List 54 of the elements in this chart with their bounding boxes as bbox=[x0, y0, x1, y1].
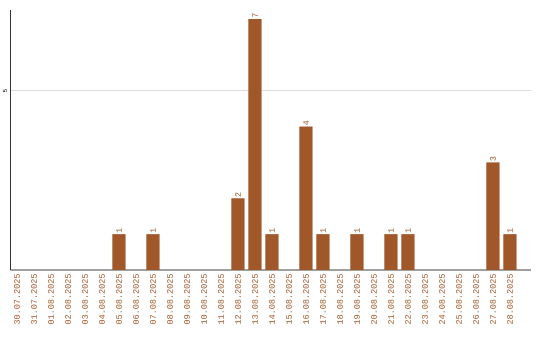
x-tick-label: 05.08.2025 bbox=[116, 274, 122, 324]
data-label: 7 bbox=[252, 13, 258, 18]
x-tick-label: 27.08.2025 bbox=[490, 274, 496, 324]
x-tick-label: 24.08.2025 bbox=[439, 274, 445, 324]
data-label: 1 bbox=[116, 228, 122, 232]
x-tick-label: 17.08.2025 bbox=[320, 274, 326, 324]
data-label: 1 bbox=[507, 228, 513, 232]
data-label: 1 bbox=[388, 228, 394, 232]
x-tick-label: 10.08.2025 bbox=[201, 274, 207, 324]
x-tick-label: 08.08.2025 bbox=[167, 274, 173, 324]
bar bbox=[146, 234, 160, 270]
bar bbox=[248, 18, 262, 270]
x-tick-label: 06.08.2025 bbox=[133, 274, 139, 324]
x-tick-label: 13.08.2025 bbox=[252, 274, 258, 324]
bar bbox=[486, 162, 500, 270]
x-tick-label: 03.08.2025 bbox=[82, 274, 88, 324]
x-tick-label: 11.08.2025 bbox=[218, 274, 224, 324]
x-tick-label: 28.08.2025 bbox=[507, 274, 513, 324]
bar bbox=[316, 234, 330, 270]
x-tick-label: 01.08.2025 bbox=[48, 274, 54, 324]
data-label: 2 bbox=[235, 192, 241, 196]
x-tick-label: 04.08.2025 bbox=[99, 274, 105, 324]
x-tick-label: 18.08.2025 bbox=[337, 274, 343, 324]
bar bbox=[299, 126, 313, 270]
bar bbox=[401, 234, 415, 270]
x-tick-label: 15.08.2025 bbox=[286, 274, 292, 324]
x-tick-label: 20.08.2025 bbox=[371, 274, 377, 324]
x-tick-label: 19.08.2025 bbox=[354, 274, 360, 324]
x-tick-label: 12.08.2025 bbox=[235, 274, 241, 324]
x-tick-label: 16.08.2025 bbox=[303, 274, 309, 324]
data-label: 1 bbox=[354, 228, 360, 232]
x-tick-label: 09.08.2025 bbox=[184, 274, 190, 324]
x-tick-label: 23.08.2025 bbox=[422, 274, 428, 324]
x-tick-label: 22.08.2025 bbox=[405, 274, 411, 324]
x-tick-label: 02.08.2025 bbox=[65, 274, 71, 324]
data-label: 4 bbox=[303, 120, 309, 125]
x-tick-label: 07.08.2025 bbox=[150, 274, 156, 324]
bar bbox=[112, 234, 126, 270]
data-label: 1 bbox=[269, 228, 275, 232]
data-label: 1 bbox=[150, 228, 156, 232]
bar bbox=[350, 234, 364, 270]
data-label: 1 bbox=[320, 228, 326, 232]
bar bbox=[384, 234, 398, 270]
bar bbox=[265, 234, 279, 270]
x-tick-label: 30.07.2025 bbox=[14, 274, 20, 324]
data-label: 1 bbox=[405, 228, 411, 232]
bar bbox=[231, 198, 245, 270]
x-tick-label: 25.08.2025 bbox=[456, 274, 462, 324]
data-label: 3 bbox=[490, 156, 496, 161]
x-tick-label: 14.08.2025 bbox=[269, 274, 275, 324]
x-tick-label: 26.08.2025 bbox=[473, 274, 479, 324]
x-tick-label: 31.07.2025 bbox=[31, 274, 37, 324]
x-tick-label: 21.08.2025 bbox=[388, 274, 394, 324]
bar bbox=[503, 234, 517, 270]
